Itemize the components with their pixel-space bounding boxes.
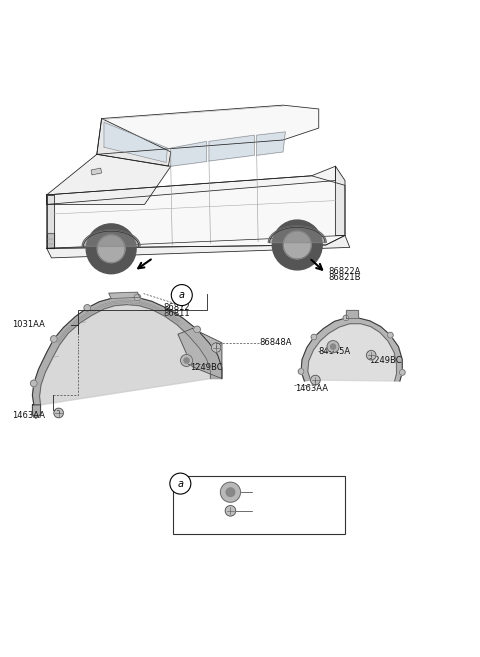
Text: a: a (179, 290, 185, 300)
Circle shape (343, 315, 349, 321)
Text: 1249BC: 1249BC (369, 357, 401, 365)
Polygon shape (47, 176, 345, 248)
Polygon shape (33, 296, 222, 405)
Polygon shape (47, 235, 350, 258)
Circle shape (86, 224, 136, 274)
Text: 1031AA: 1031AA (12, 320, 45, 329)
Polygon shape (178, 328, 222, 378)
Text: 1463AA: 1463AA (12, 411, 45, 420)
Polygon shape (47, 154, 171, 204)
Text: 1249BC: 1249BC (190, 363, 223, 372)
Circle shape (184, 358, 189, 363)
Polygon shape (33, 405, 40, 419)
Circle shape (180, 355, 192, 367)
Circle shape (225, 505, 236, 516)
Circle shape (311, 375, 320, 385)
Polygon shape (270, 227, 325, 242)
Circle shape (366, 350, 376, 360)
Polygon shape (171, 141, 206, 166)
Polygon shape (104, 122, 168, 162)
Circle shape (387, 332, 393, 338)
Circle shape (194, 326, 200, 333)
FancyBboxPatch shape (173, 476, 345, 533)
Circle shape (327, 340, 339, 353)
Circle shape (54, 408, 63, 418)
Polygon shape (270, 227, 325, 242)
Circle shape (170, 473, 191, 494)
Polygon shape (336, 166, 345, 235)
Circle shape (171, 284, 192, 306)
Polygon shape (91, 168, 102, 175)
Text: 86811: 86811 (164, 309, 190, 318)
Text: 1042AA: 1042AA (274, 507, 306, 515)
Text: 86822A: 86822A (328, 267, 360, 276)
Polygon shape (301, 318, 402, 381)
Polygon shape (47, 166, 336, 204)
Circle shape (134, 294, 141, 301)
Polygon shape (47, 233, 54, 248)
Polygon shape (39, 305, 210, 405)
Circle shape (331, 344, 336, 350)
Circle shape (50, 336, 57, 342)
Polygon shape (346, 310, 359, 318)
Polygon shape (209, 135, 254, 161)
Text: 1042AA: 1042AA (253, 507, 286, 515)
Polygon shape (109, 292, 140, 298)
Polygon shape (82, 230, 140, 246)
Polygon shape (268, 226, 326, 242)
Text: 86821B: 86821B (328, 273, 361, 283)
Circle shape (283, 231, 311, 259)
Text: 1043EA: 1043EA (253, 487, 285, 497)
Circle shape (31, 380, 37, 387)
Polygon shape (84, 231, 139, 246)
Circle shape (211, 343, 221, 352)
Circle shape (298, 369, 304, 374)
Text: 84145A: 84145A (319, 347, 351, 356)
Polygon shape (308, 324, 396, 381)
Circle shape (311, 334, 317, 340)
Circle shape (226, 488, 235, 497)
Circle shape (272, 220, 322, 270)
Circle shape (220, 482, 240, 502)
Text: 86812: 86812 (164, 302, 190, 311)
Polygon shape (257, 132, 285, 155)
Text: 86848A: 86848A (259, 338, 291, 348)
Circle shape (97, 235, 125, 263)
Polygon shape (97, 105, 319, 154)
Circle shape (399, 369, 405, 375)
Text: 1043EA: 1043EA (274, 487, 306, 496)
Text: a: a (177, 478, 183, 489)
Polygon shape (97, 118, 171, 166)
Circle shape (84, 305, 91, 311)
Polygon shape (47, 195, 54, 248)
Text: 1463AA: 1463AA (295, 384, 328, 393)
